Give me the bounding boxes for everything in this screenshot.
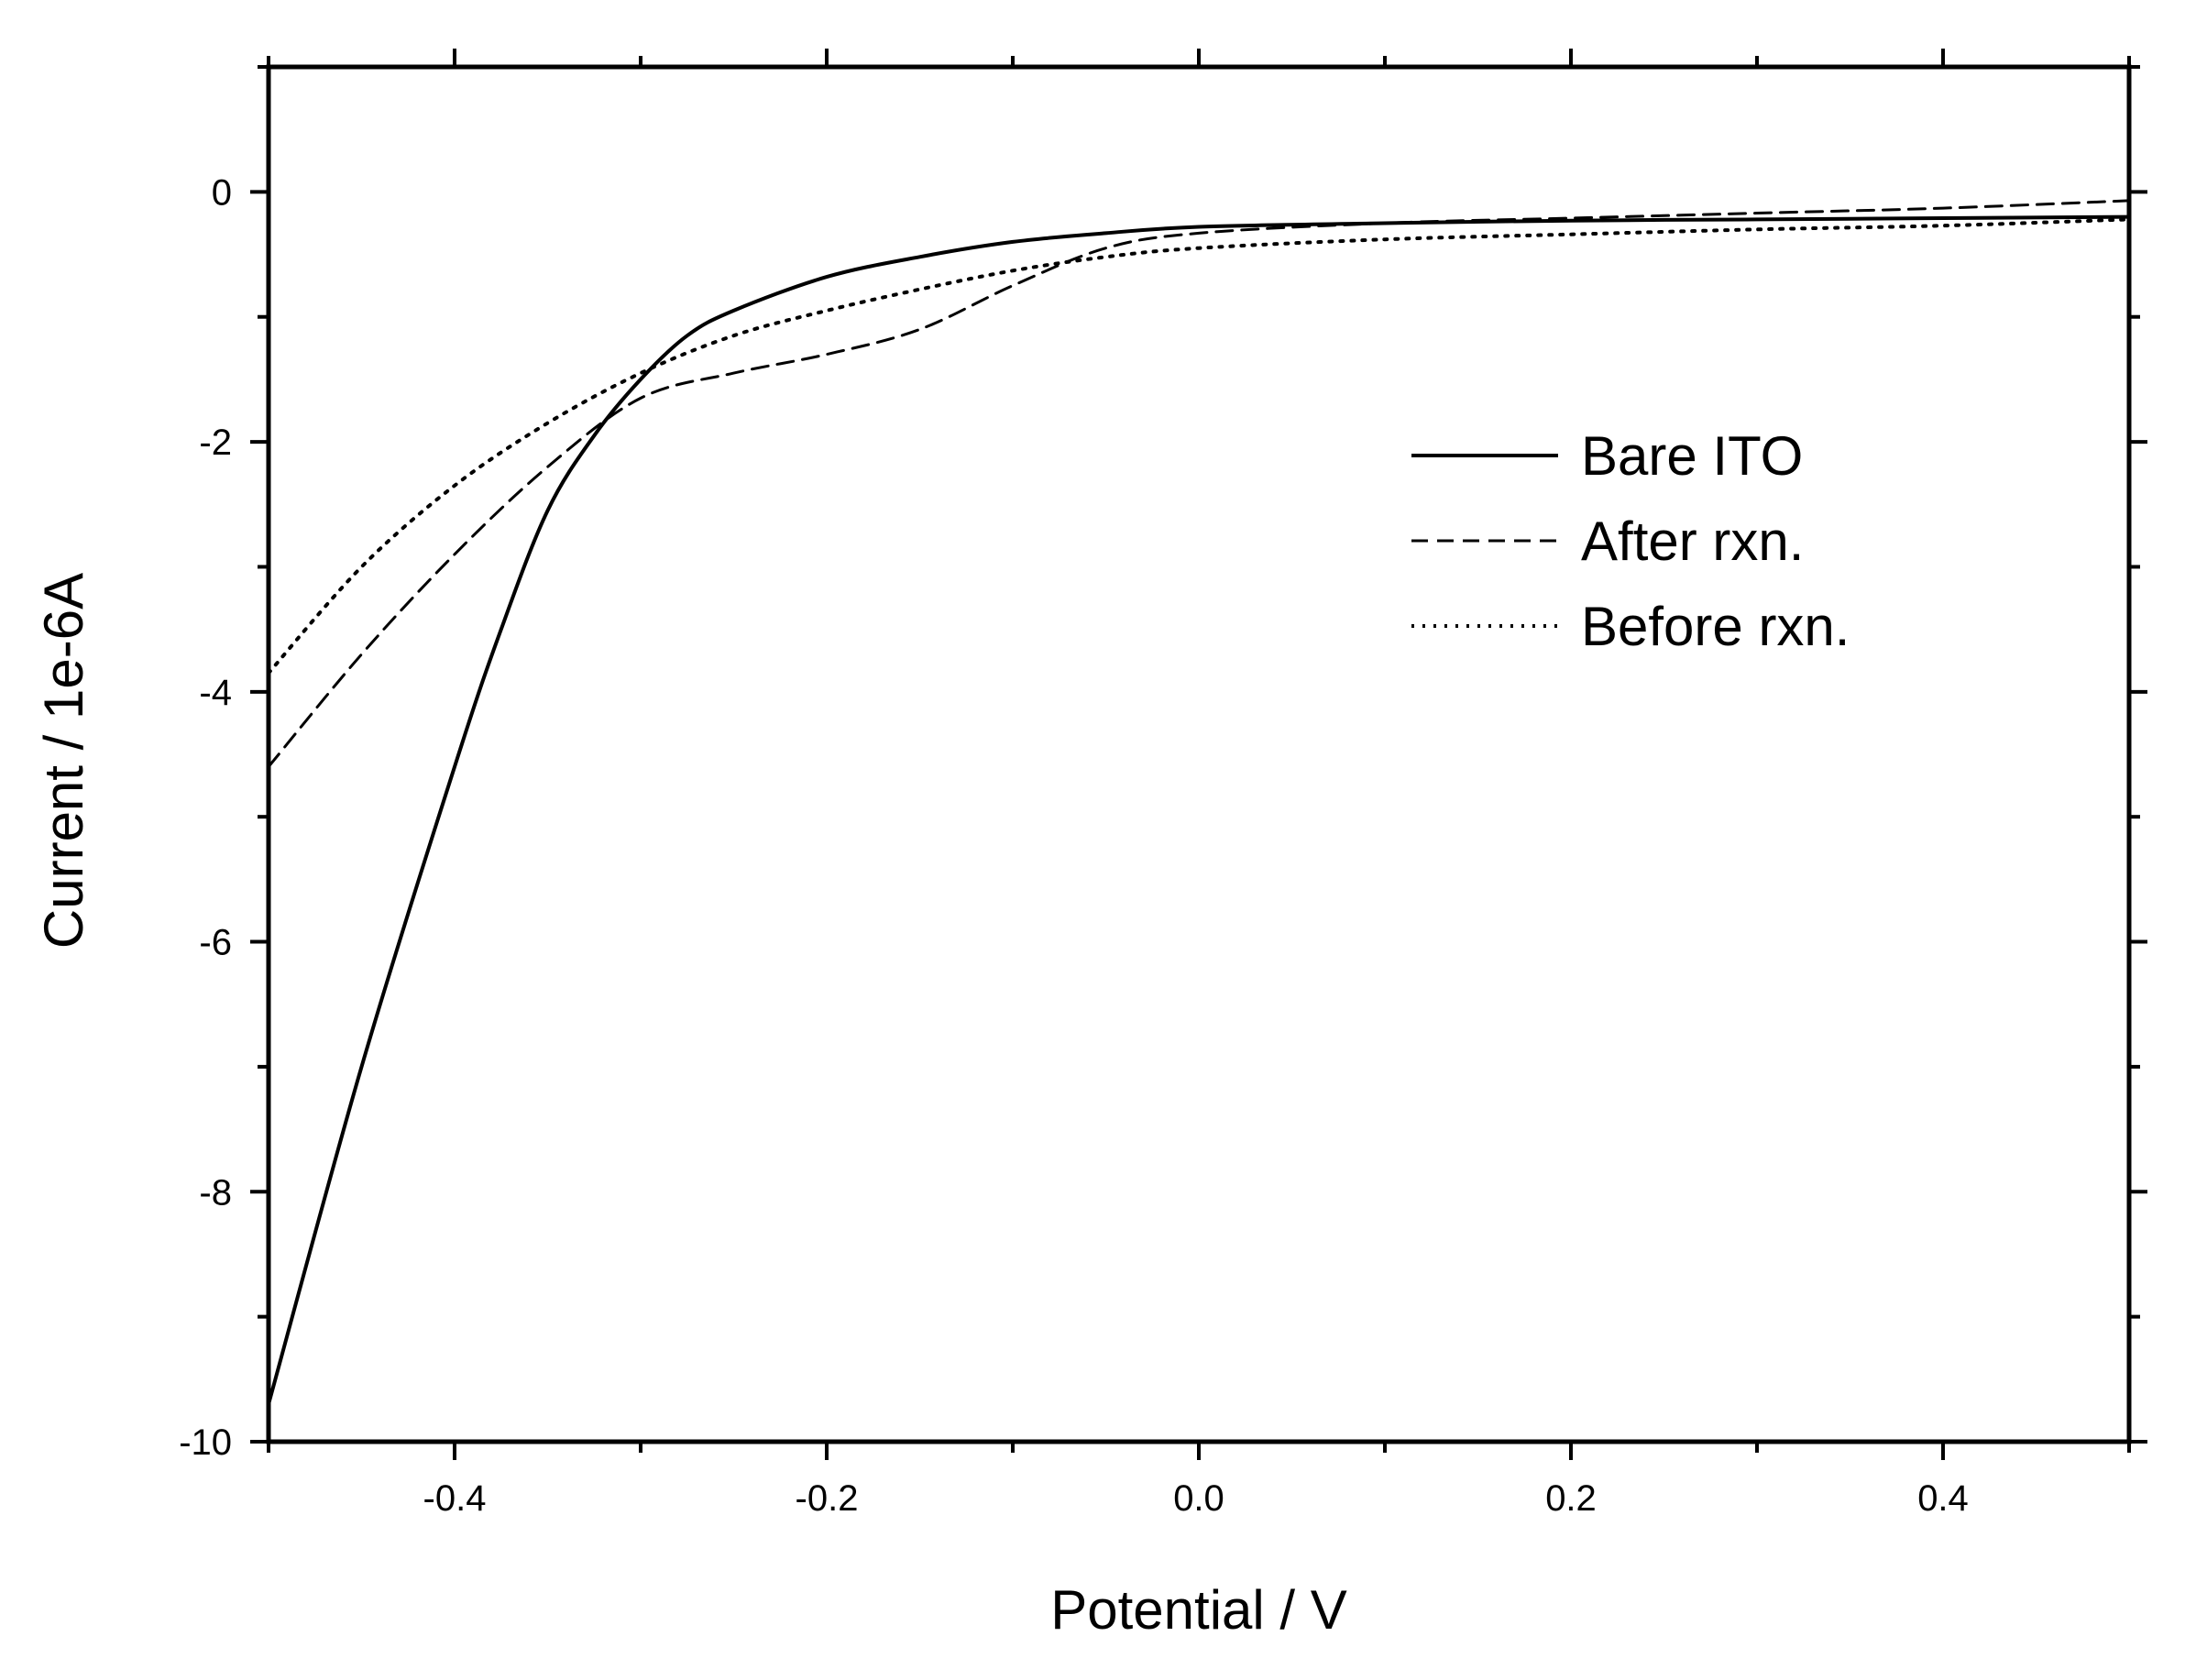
legend: Bare ITO After rxn. Before rxn.: [1411, 425, 1850, 657]
series-line-after-rxn: [267, 199, 2131, 769]
x-tick-label: 0.2: [1545, 1478, 1597, 1519]
x-tick-label: 0.0: [1173, 1478, 1224, 1519]
series-line-before-rxn: [267, 217, 2131, 675]
y-tick-label: -6: [199, 923, 232, 963]
legend-label-bare-ito: Bare ITO: [1581, 425, 1803, 487]
y-axis-title: Current / 1e-6A: [33, 573, 94, 949]
x-tick-label: -0.2: [796, 1478, 859, 1519]
axis-ticks: [250, 49, 2147, 1460]
series-lines: [267, 199, 2131, 1407]
x-axis-title: Potential / V: [1050, 1579, 1347, 1641]
y-tick-label: -10: [179, 1422, 232, 1463]
y-tick-label: -8: [199, 1172, 232, 1213]
plot-frame: [266, 64, 2132, 1444]
y-tick-label: -2: [199, 423, 232, 463]
y-tick-label: 0: [212, 172, 232, 213]
series-line-bare-ito: [267, 214, 2131, 1407]
legend-label-before-rxn: Before rxn.: [1581, 596, 1850, 657]
x-tick-label: -0.4: [423, 1478, 487, 1519]
tick-labels: -0.4 -0.2 0.0 0.2 0.4 0 -2 -4 -6 -8 -10: [179, 172, 1969, 1519]
legend-label-after-rxn: After rxn.: [1581, 511, 1804, 572]
x-tick-label: 0.4: [1917, 1478, 1969, 1519]
y-tick-label: -4: [199, 673, 232, 713]
